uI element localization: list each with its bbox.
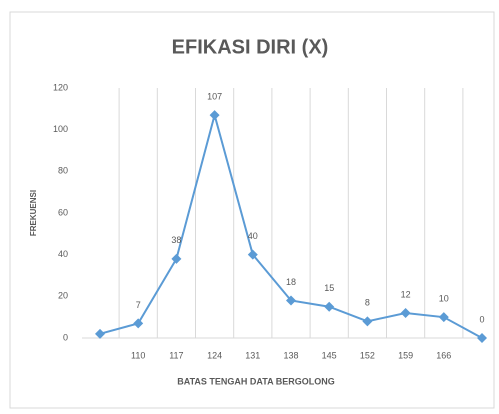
data-label: 18 bbox=[286, 277, 296, 287]
chart-title: EFIKASI DIRI (X) bbox=[172, 36, 329, 58]
x-tick-label: 152 bbox=[360, 350, 375, 360]
marker bbox=[438, 312, 449, 323]
data-label: 40 bbox=[248, 231, 258, 241]
marker bbox=[324, 301, 335, 312]
data-label: 107 bbox=[207, 91, 222, 101]
data-label: 0 bbox=[479, 314, 484, 324]
y-tick-label: 0 bbox=[63, 332, 68, 342]
y-axis-label: FREKUENSI bbox=[29, 190, 38, 236]
marker bbox=[209, 110, 220, 121]
marker bbox=[247, 249, 258, 260]
marker bbox=[171, 253, 182, 264]
y-tick-label: 80 bbox=[58, 166, 68, 176]
marker bbox=[133, 318, 144, 329]
x-tick-label: 124 bbox=[207, 350, 222, 360]
y-tick-label: 40 bbox=[58, 249, 68, 259]
y-tick-label: 120 bbox=[53, 82, 68, 92]
x-tick-label: 138 bbox=[283, 350, 298, 360]
y-tick-label: 20 bbox=[58, 291, 68, 301]
y-tick-label: 100 bbox=[53, 124, 68, 134]
x-tick-label: 117 bbox=[169, 350, 183, 360]
data-label: 10 bbox=[439, 294, 449, 304]
x-tick-label: 159 bbox=[398, 350, 413, 360]
data-label: 12 bbox=[401, 289, 411, 299]
data-label: 15 bbox=[324, 283, 334, 293]
x-tick-label: 131 bbox=[245, 350, 260, 360]
marker bbox=[286, 295, 296, 306]
data-label: 8 bbox=[365, 298, 370, 308]
data-label: 7 bbox=[136, 300, 141, 310]
x-tick-label: 166 bbox=[436, 350, 451, 360]
data-label: 38 bbox=[171, 235, 181, 245]
marker bbox=[477, 333, 487, 343]
marker bbox=[95, 328, 105, 339]
chart-border bbox=[9, 11, 495, 409]
x-tick-label: 110 bbox=[131, 350, 145, 360]
marker bbox=[400, 308, 411, 318]
marker bbox=[362, 316, 373, 327]
x-axis-label: BATAS TENGAH DATA BERGOLONG bbox=[177, 376, 335, 386]
y-tick-label: 60 bbox=[58, 207, 68, 217]
x-tick-label: 145 bbox=[322, 350, 337, 360]
